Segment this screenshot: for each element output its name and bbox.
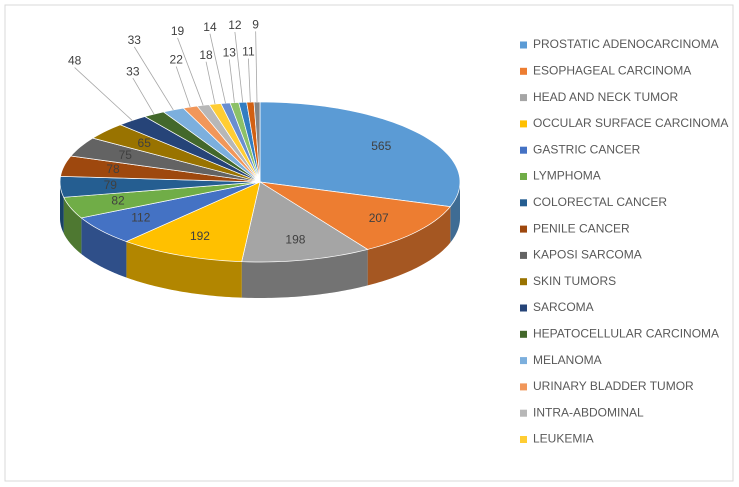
- data-label: 65: [138, 136, 152, 150]
- slice-side: [126, 241, 242, 298]
- legend-label: PROSTATIC ADENOCARCINOMA: [533, 37, 719, 51]
- data-label: 18: [199, 48, 213, 62]
- leader-line: [234, 31, 244, 103]
- slice-side-shade: [367, 206, 451, 286]
- legend-label: OCCULAR SURFACE CARCINOMA: [533, 116, 728, 130]
- legend-label: HEPATOCELLULAR CARCINOMA: [533, 326, 719, 340]
- data-label: 79: [104, 178, 118, 192]
- leader-line: [228, 59, 235, 103]
- slice: [259, 101, 461, 207]
- data-label: 112: [131, 211, 150, 225]
- legend-swatch: [520, 146, 527, 154]
- legend-swatch: [520, 278, 527, 286]
- leader-line: [248, 58, 251, 103]
- legend-label: PENILE CANCER: [533, 221, 630, 235]
- data-label: 12: [228, 18, 242, 32]
- data-label: 82: [111, 194, 125, 208]
- legend-label: MELANOMA: [533, 353, 602, 367]
- legend-swatch: [520, 304, 527, 312]
- legend-swatch: [520, 173, 527, 180]
- slice-side: [63, 197, 82, 254]
- legend-label: SKIN TUMORS: [533, 274, 616, 288]
- slice-side: [367, 206, 451, 286]
- slice-side-shade: [81, 217, 127, 278]
- slice-side: [81, 217, 127, 278]
- slice-side-shade: [60, 182, 64, 234]
- legend-label: GASTRIC CANCER: [533, 142, 641, 156]
- slice: [125, 181, 261, 263]
- legend-label: KAPOSI SARCOMA: [533, 248, 642, 262]
- slice: [241, 181, 369, 263]
- legend-label: URINARY BLADDER TUMOR: [533, 379, 694, 393]
- pie-tops: [59, 101, 461, 263]
- data-label: 19: [171, 24, 185, 38]
- legend-swatch: [520, 383, 527, 391]
- leader-line: [255, 31, 258, 103]
- legend-label: INTRA-ABDOMINAL: [533, 405, 644, 419]
- legend-swatch: [520, 251, 527, 259]
- legend-label: LYMPHOMA: [533, 169, 601, 183]
- legend-swatch: [520, 67, 527, 75]
- legend-swatch: [520, 409, 527, 417]
- leader-line: [177, 37, 204, 106]
- slice-side: [450, 182, 460, 243]
- data-label: 207: [369, 211, 389, 225]
- legend-label: ESOPHAGEAL CARCINOMA: [533, 63, 691, 77]
- legend-swatch: [520, 436, 527, 443]
- legend-label: LEUKEMIA: [533, 432, 594, 446]
- slice-side: [241, 249, 368, 298]
- slice: [259, 181, 451, 250]
- leader-line: [74, 67, 133, 121]
- leader-line: [209, 33, 226, 104]
- slice-side-shade: [63, 197, 82, 254]
- legend-label: SARCOMA: [533, 300, 594, 314]
- legend-swatch: [520, 357, 527, 365]
- slice: [60, 155, 261, 183]
- slice: [119, 116, 261, 183]
- legend-swatch: [520, 94, 527, 102]
- slice: [70, 137, 261, 183]
- data-label: 33: [128, 33, 142, 47]
- slice: [80, 181, 261, 242]
- data-label: 75: [119, 148, 133, 162]
- data-label: 48: [68, 54, 82, 68]
- legend-swatch: [520, 41, 527, 49]
- leader-line: [133, 46, 174, 111]
- legend-label: COLORECTAL CANCER: [533, 195, 667, 209]
- legend-swatch: [520, 330, 527, 338]
- leader-line: [132, 77, 155, 115]
- data-label: 198: [285, 232, 305, 246]
- data-label: 11: [242, 45, 255, 59]
- slice-side-shade: [450, 182, 460, 243]
- slice-side-shade: [126, 241, 242, 298]
- slice-side-shade: [241, 249, 368, 298]
- legend-swatch: [520, 225, 527, 233]
- slice: [59, 175, 261, 198]
- data-label: 33: [126, 64, 140, 78]
- legend-label: HEAD AND NECK TUMOR: [533, 90, 678, 104]
- slice: [91, 124, 261, 183]
- legend: PROSTATIC ADENOCARCINOMA ESOPHAGEAL CARCI…: [520, 37, 728, 446]
- pie-sides: [60, 182, 460, 298]
- slice: [63, 181, 261, 219]
- legend-swatch: [520, 120, 527, 128]
- legend-swatch: [520, 199, 527, 207]
- data-label: 565: [371, 139, 391, 153]
- data-label: 78: [106, 162, 120, 176]
- leader-line: [205, 61, 216, 105]
- data-label: 13: [223, 46, 237, 60]
- data-label: 192: [190, 229, 210, 243]
- slice-side: [60, 182, 64, 234]
- data-label: 14: [203, 20, 217, 34]
- leader-line: [175, 66, 191, 108]
- data-label: 9: [252, 18, 259, 32]
- data-label: 22: [170, 53, 184, 67]
